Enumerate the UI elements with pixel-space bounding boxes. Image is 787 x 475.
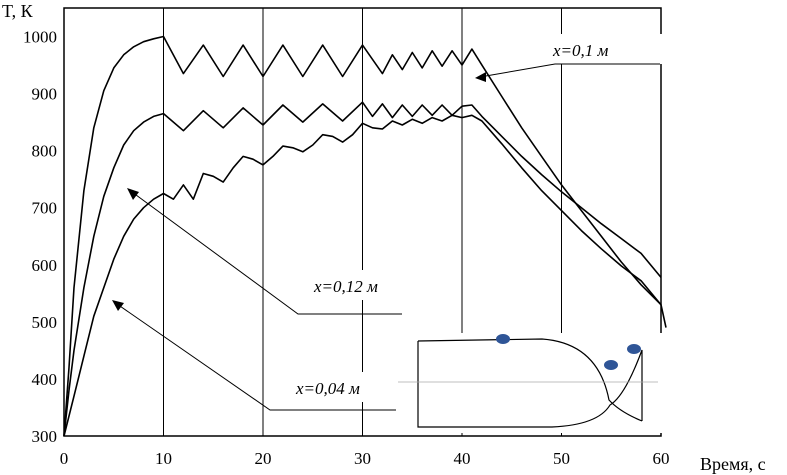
annotation-leader bbox=[479, 63, 660, 78]
nozzle-outline bbox=[417, 338, 643, 428]
annotation-x012: x=0,12 м bbox=[127, 188, 420, 315]
plot-frame bbox=[63, 7, 662, 437]
annotation-x004: x=0,04 м bbox=[112, 300, 398, 411]
x-tick-label: 0 bbox=[60, 449, 69, 468]
y-tick-labels: 300 400 500 600 700 800 900 1000 bbox=[23, 28, 57, 446]
annotation-x01: x=0,1 м bbox=[475, 34, 662, 82]
arrowhead bbox=[112, 300, 124, 311]
annotation-label: x=0,12 м bbox=[313, 277, 378, 296]
nozzle-sketch-icon bbox=[397, 333, 663, 433]
y-tick-label: 300 bbox=[32, 427, 58, 446]
y-tick-label: 600 bbox=[32, 256, 58, 275]
series-line-1 bbox=[63, 101, 662, 437]
annotation-label: x=0,1 м bbox=[552, 41, 609, 60]
annotation-box bbox=[522, 34, 662, 64]
annotation-leader bbox=[131, 191, 402, 315]
x-tick-label: 60 bbox=[653, 449, 670, 468]
annotation-box bbox=[288, 372, 398, 402]
y-tick-label: 500 bbox=[32, 313, 58, 332]
arrowhead bbox=[475, 72, 486, 82]
sensor-marker bbox=[604, 360, 618, 370]
series-line-2 bbox=[63, 114, 662, 437]
annotation-label: x=0,04 м bbox=[295, 379, 360, 398]
sensor-marker bbox=[627, 344, 641, 354]
y-tick-label: 800 bbox=[32, 142, 58, 161]
y-axis-title: T, К bbox=[2, 1, 34, 21]
series-line-0 bbox=[63, 35, 667, 437]
inset-background bbox=[397, 333, 663, 433]
x-tick-label: 30 bbox=[354, 449, 371, 468]
x-tick-label: 10 bbox=[155, 449, 172, 468]
y-tick-label: 700 bbox=[32, 199, 58, 218]
annotation-leader bbox=[116, 303, 396, 411]
y-tick-label: 400 bbox=[32, 370, 58, 389]
x-tick-labels: 0 10 20 30 40 50 60 bbox=[60, 449, 670, 468]
arrowhead bbox=[127, 188, 139, 200]
x-tick-label: 40 bbox=[454, 449, 471, 468]
x-tick-label: 20 bbox=[255, 449, 272, 468]
y-tick-label: 1000 bbox=[23, 28, 57, 47]
y-tick-label: 900 bbox=[32, 85, 58, 104]
x-tick-label: 50 bbox=[553, 449, 570, 468]
sensor-marker bbox=[496, 334, 510, 344]
x-axis-title: Время, с bbox=[700, 454, 766, 474]
series-lines bbox=[63, 35, 667, 437]
annotation-box bbox=[300, 270, 420, 300]
